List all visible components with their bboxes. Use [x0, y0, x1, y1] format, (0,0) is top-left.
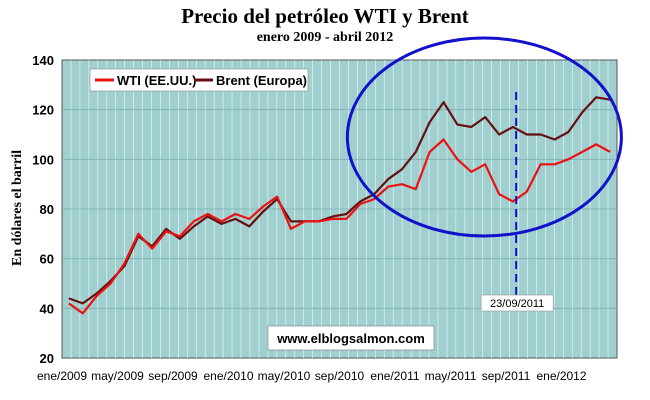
y-tick-label: 140	[32, 53, 54, 68]
legend-label-brent: Brent (Europa)	[216, 73, 307, 88]
x-tick-label: may/2009	[91, 369, 144, 383]
x-tick-label: ene/2012	[536, 369, 586, 383]
x-tick-label: may/2011	[425, 369, 477, 383]
date-marker-label: 23/09/2011	[490, 298, 544, 310]
highlight-ellipse	[345, 36, 623, 238]
date-marker-box	[480, 294, 554, 312]
y-tick-label: 120	[32, 103, 54, 118]
series-lines	[68, 96, 611, 315]
x-tick-label: sep/2011	[482, 369, 531, 383]
x-tick-label: ene/2011	[370, 369, 419, 383]
horizontal-gridlines	[62, 109, 617, 309]
y-tick-label: 20	[40, 351, 54, 366]
website-box	[267, 325, 435, 351]
x-tick-label: sep/2009	[148, 369, 198, 383]
y-tick-label: 40	[40, 301, 54, 316]
x-tick-label: ene/2009	[37, 369, 87, 383]
annotations: 23/09/2011 www.elblogsalmon.com	[267, 36, 623, 351]
x-tick-label: sep/2010	[315, 369, 365, 383]
x-tick-labels: ene/2009 may/2009 sep/2009 ene/2010 may/2010…	[37, 369, 587, 383]
chart-subtitle: enero 2009 - abril 2012	[256, 30, 394, 45]
series-line-wti	[68, 138, 611, 315]
y-tick-labels: 20 40 60 80 100 120 140	[32, 53, 54, 366]
legend: WTI (EE.UU.) Brent (Europa)	[89, 68, 309, 92]
y-tick-label: 80	[40, 202, 54, 217]
x-tick-label: may/2010	[258, 369, 311, 383]
y-tick-label: 60	[40, 252, 54, 267]
series-line-brent	[68, 96, 611, 305]
y-tick-label: 100	[32, 152, 54, 167]
legend-label-wti: WTI (EE.UU.)	[117, 73, 196, 88]
x-tick-label: ene/2010	[203, 369, 253, 383]
chart-title: Precio del petróleo WTI y Brent	[181, 4, 469, 28]
website-label: www.elblogsalmon.com	[276, 331, 425, 346]
